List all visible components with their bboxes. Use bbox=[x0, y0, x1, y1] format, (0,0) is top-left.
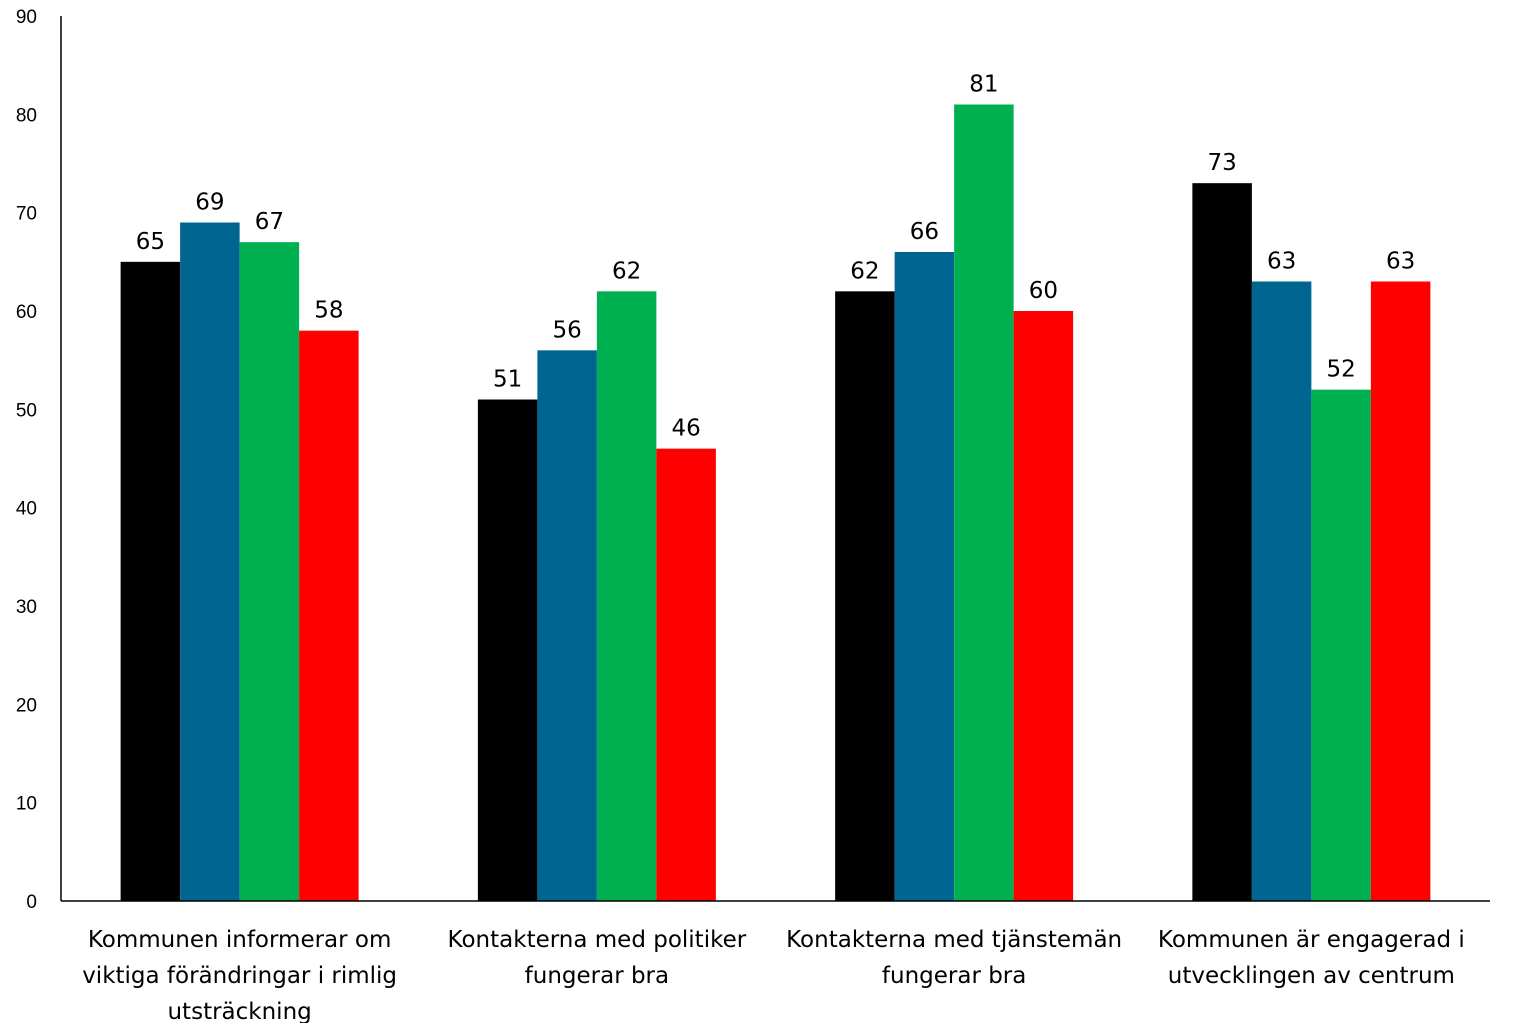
bar-value-label: 60 bbox=[1029, 278, 1058, 304]
bars bbox=[120, 104, 1431, 902]
category-label: Kommunen är engagerad i utvecklingen av c… bbox=[1158, 927, 1465, 989]
y-tick-label: 20 bbox=[16, 695, 37, 716]
category-label-line: Kommunen informerar om bbox=[88, 927, 392, 953]
bar-value-label: 69 bbox=[195, 190, 224, 216]
bar bbox=[1311, 389, 1371, 901]
bar-value-label: 56 bbox=[552, 317, 581, 343]
bar-value-label: 63 bbox=[1267, 249, 1296, 275]
y-tick-label: 80 bbox=[16, 105, 37, 126]
category-label-line: viktiga förändringar i rimlig bbox=[82, 963, 397, 989]
bar bbox=[894, 252, 955, 901]
bar bbox=[656, 448, 716, 901]
bar bbox=[835, 291, 895, 901]
category-label-line: Kontakterna med tjänstemän bbox=[786, 927, 1122, 953]
bar bbox=[1370, 281, 1431, 901]
bar-value-label: 62 bbox=[850, 258, 879, 284]
y-tick-label: 60 bbox=[16, 302, 37, 323]
y-tick-label: 70 bbox=[16, 204, 37, 225]
bar bbox=[1251, 281, 1312, 901]
bar bbox=[120, 261, 181, 901]
bar-value-label: 46 bbox=[671, 416, 700, 442]
bar bbox=[1013, 311, 1074, 901]
bar-value-label: 63 bbox=[1386, 249, 1415, 275]
bar-value-label: 58 bbox=[314, 298, 343, 324]
bar-value-label: 65 bbox=[136, 229, 165, 255]
bar bbox=[954, 104, 1014, 901]
bar-value-label: 81 bbox=[969, 72, 998, 98]
y-axis-ticks: 0 10 20 30 40 50 60 70 80 90 bbox=[16, 7, 37, 913]
bar bbox=[239, 242, 300, 901]
category-label: Kontakterna med politiker fungerar bra bbox=[448, 927, 747, 989]
bar-value-label: 67 bbox=[255, 209, 284, 235]
category-label-line: Kommunen är engagerad i bbox=[1158, 927, 1465, 953]
data-labels: 65 69 67 58 51 56 62 46 62 66 81 60 73 63 52 63 bbox=[136, 72, 1416, 442]
y-tick-label: 50 bbox=[16, 400, 37, 421]
category-label-line: utvecklingen av centrum bbox=[1168, 963, 1455, 989]
y-tick-label: 10 bbox=[16, 794, 37, 815]
bar bbox=[1192, 183, 1252, 901]
bar bbox=[596, 291, 657, 901]
bar bbox=[477, 399, 538, 901]
y-tick-label: 90 bbox=[16, 7, 37, 28]
bar-value-label: 51 bbox=[493, 367, 522, 393]
bar-value-label: 62 bbox=[612, 258, 641, 284]
bar-value-label: 73 bbox=[1207, 150, 1236, 176]
bar bbox=[180, 222, 240, 901]
category-labels: Kommunen informerar om viktiga förändring… bbox=[82, 927, 1465, 1023]
bar-value-label: 52 bbox=[1326, 357, 1355, 383]
category-label-line: Kontakterna med politiker bbox=[448, 927, 747, 953]
y-tick-label: 30 bbox=[16, 597, 37, 618]
bar bbox=[299, 330, 359, 902]
category-label-line: utsträckning bbox=[167, 999, 311, 1023]
category-label-line: fungerar bra bbox=[882, 963, 1026, 989]
y-tick-label: 0 bbox=[26, 892, 37, 913]
y-tick-label: 40 bbox=[16, 499, 37, 520]
category-label: Kontakterna med tjänstemän fungerar bra bbox=[786, 927, 1122, 989]
category-label-line: fungerar bra bbox=[525, 963, 669, 989]
bar bbox=[537, 350, 597, 901]
bar-value-label: 66 bbox=[910, 219, 939, 245]
category-label: Kommunen informerar om viktiga förändring… bbox=[82, 927, 397, 1023]
